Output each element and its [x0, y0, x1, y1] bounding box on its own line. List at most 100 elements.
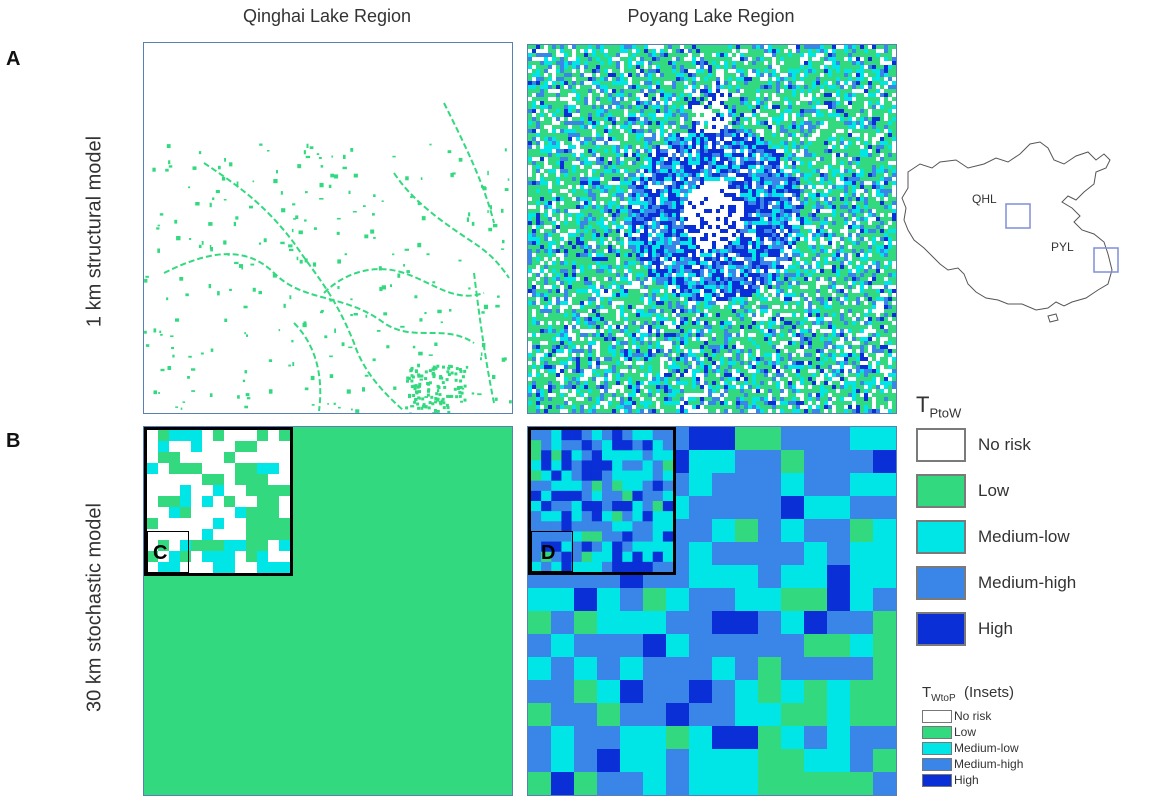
raster-cell: [616, 173, 621, 178]
raster-cell: [768, 137, 773, 142]
raster-cell: [620, 125, 625, 130]
raster-cell: [880, 93, 885, 98]
raster-cell: [656, 105, 661, 110]
raster-cell: [636, 157, 641, 162]
raster-cell: [824, 141, 829, 146]
raster-cell: [640, 177, 645, 182]
raster-cell: [580, 121, 585, 126]
raster-cell: [796, 133, 801, 138]
raster-cell: [580, 173, 585, 178]
raster-cell: [684, 105, 689, 110]
raster-cell: [688, 217, 693, 222]
raster-cell: [544, 89, 549, 94]
green-patch: [329, 374, 334, 378]
raster-cell: [672, 77, 677, 82]
raster-cell: [644, 105, 649, 110]
raster-cell: [740, 121, 745, 126]
raster-cell: [856, 233, 861, 238]
raster-cell: [796, 69, 801, 74]
raster-cell: [760, 225, 765, 230]
green-patch: [171, 346, 174, 350]
raster-cell: [616, 57, 621, 62]
raster-cell: [576, 137, 581, 142]
raster-cell: [760, 109, 765, 114]
raster-cell: [712, 181, 717, 186]
raster-cell: [612, 53, 617, 58]
raster-cell: [568, 197, 573, 202]
raster-cell: [756, 77, 761, 82]
raster-cell: [820, 209, 825, 214]
green-patch: [471, 392, 475, 395]
raster-cell: [672, 121, 677, 126]
raster-cell: [772, 113, 777, 118]
raster-cell: [588, 213, 593, 218]
raster-cell: [876, 61, 881, 66]
raster-cell: [868, 189, 873, 194]
raster-cell: [860, 109, 865, 114]
raster-cell: [556, 141, 561, 146]
green-patch: [165, 168, 169, 172]
raster-cell: [644, 153, 649, 158]
raster-cell: [772, 169, 777, 174]
raster-cell: [692, 233, 697, 238]
raster-cell: [812, 173, 817, 178]
raster-cell: [756, 173, 761, 178]
raster-cell: [540, 133, 545, 138]
raster-cell: [588, 109, 593, 114]
raster-cell: [696, 133, 701, 138]
raster-cell: [864, 113, 869, 118]
raster-cell: [820, 89, 825, 94]
raster-cell: [876, 117, 881, 122]
raster-cell: [612, 101, 617, 106]
raster-cell: [696, 225, 701, 230]
raster-cell: [696, 45, 701, 50]
raster-cell: [728, 145, 733, 150]
raster-cell: [536, 153, 541, 158]
raster-cell: [804, 153, 809, 158]
green-patch: [427, 388, 431, 392]
green-patch: [208, 284, 212, 289]
raster-cell: [620, 133, 625, 138]
raster-cell: [656, 185, 661, 190]
raster-cell: [892, 77, 896, 82]
raster-cell: [544, 165, 549, 170]
raster-cell: [640, 157, 645, 162]
raster-cell: [700, 113, 705, 118]
raster-cell: [576, 169, 581, 174]
raster-cell: [780, 81, 785, 86]
raster-cell: [868, 201, 873, 206]
raster-cell: [708, 197, 713, 202]
raster-cell: [648, 93, 653, 98]
raster-cell: [848, 229, 853, 234]
raster-cell: [724, 205, 729, 210]
raster-cell: [708, 97, 713, 102]
green-patch: [392, 155, 396, 158]
raster-cell: [880, 161, 885, 166]
raster-cell: [548, 133, 553, 138]
raster-cell: [624, 221, 629, 226]
raster-cell: [836, 49, 841, 54]
raster-cell: [680, 185, 685, 190]
raster-cell: [528, 185, 533, 190]
raster-cell: [716, 133, 721, 138]
raster-cell: [756, 237, 761, 242]
raster-cell: [580, 213, 585, 218]
raster-cell: [732, 49, 737, 54]
raster-cell: [860, 173, 865, 178]
raster-cell: [560, 133, 565, 138]
raster-cell: [876, 217, 881, 222]
raster-cell: [792, 61, 797, 66]
raster-cell: [644, 85, 649, 90]
raster-cell: [776, 85, 781, 90]
raster-cell: [756, 161, 761, 166]
raster-cell: [568, 157, 573, 162]
raster-cell: [860, 189, 865, 194]
raster-cell: [532, 161, 537, 166]
green-patch: [168, 160, 171, 165]
raster-cell: [712, 193, 717, 198]
raster-cell: [644, 57, 649, 62]
raster-cell: [708, 177, 713, 182]
raster-cell: [756, 141, 761, 146]
raster-cell: [688, 69, 693, 74]
raster-cell: [720, 125, 725, 130]
